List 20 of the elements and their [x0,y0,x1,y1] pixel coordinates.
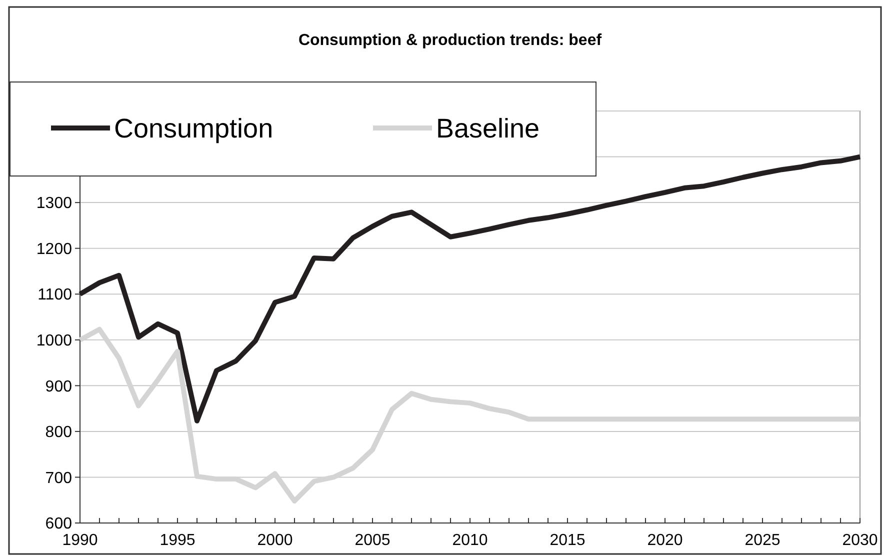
legend-label: Baseline [436,113,540,144]
x-tick-label: 2030 [842,532,878,549]
x-tick-label: 2015 [550,532,586,549]
y-tick-label: 600 [45,516,72,533]
y-tick-label: 1200 [36,240,72,258]
x-tick-label: 1990 [62,532,98,549]
x-tick-label: 2010 [452,532,488,549]
x-tick-label: 2025 [744,532,780,549]
x-tick-label: 1995 [160,532,196,549]
chart-title: Consumption & production trends: beef [298,32,602,49]
x-tick-label: 2000 [257,532,293,549]
x-tick-label: 2005 [354,532,390,549]
x-tick-label: 2020 [647,532,683,549]
y-tick-label: 800 [45,424,72,442]
legend-label: Consumption [114,113,274,144]
y-tick-label: 1000 [36,332,72,350]
y-tick-label: 1100 [38,286,72,304]
y-tick-label: 900 [45,378,72,396]
y-tick-label: 1300 [36,195,72,212]
y-tick-label: 700 [45,470,72,487]
